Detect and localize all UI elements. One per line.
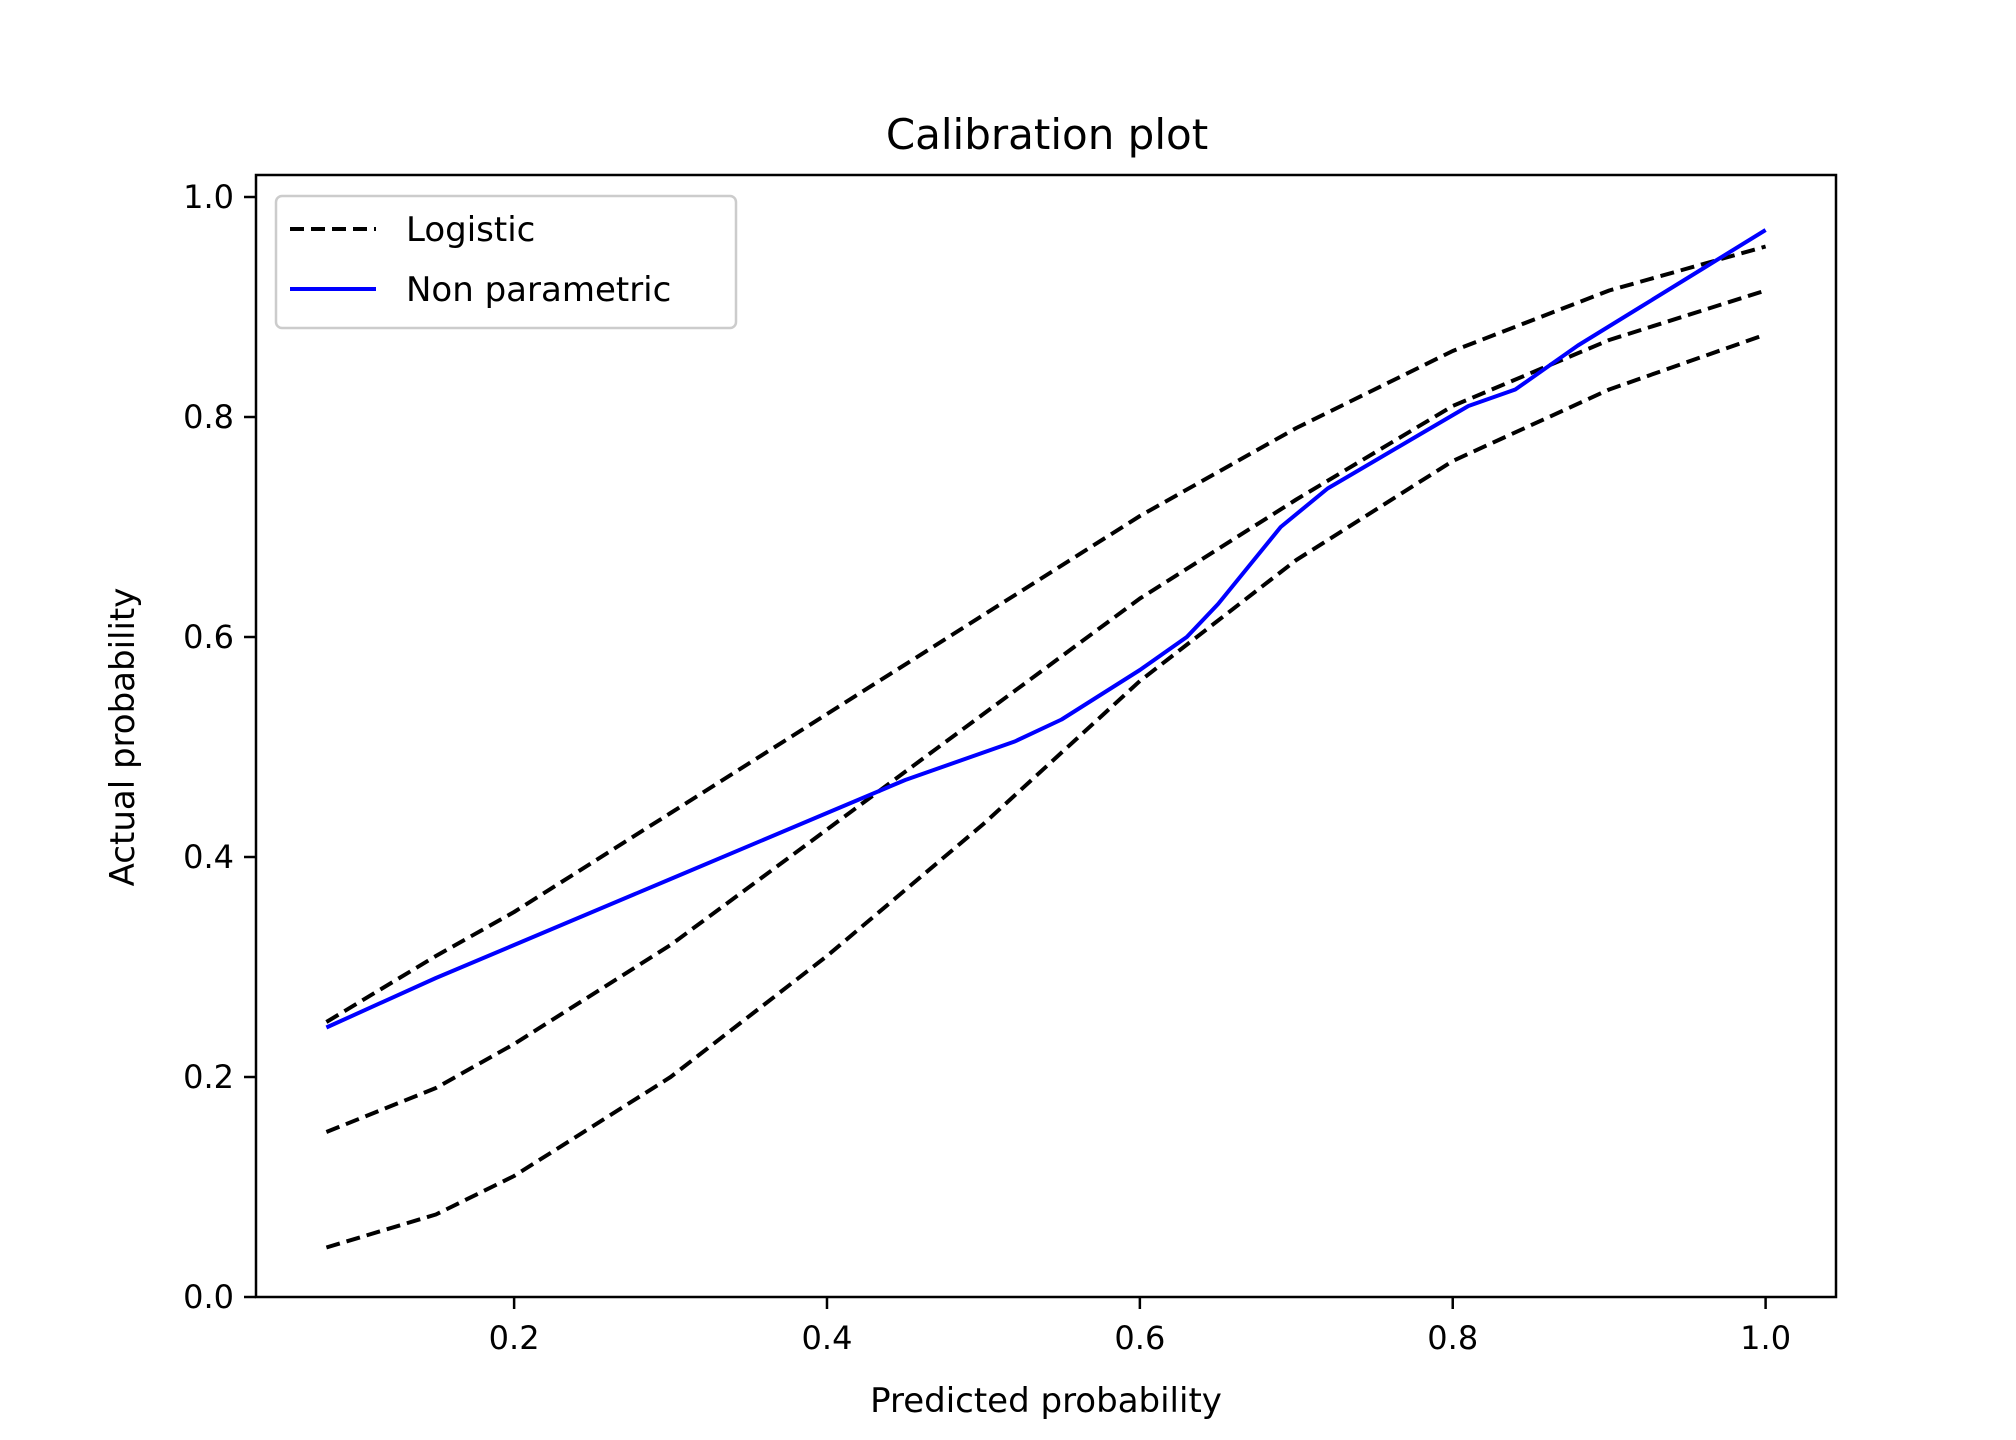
- y-tick-label: 0.0: [183, 1278, 234, 1316]
- x-tick-label: 0.6: [1114, 1319, 1165, 1357]
- legend-nonparametric-label: Non parametric: [406, 270, 671, 310]
- plot-frame: [254, 173, 1838, 1299]
- x-tick-label: 0.2: [489, 1319, 540, 1357]
- x-tick-label: 0.4: [802, 1319, 853, 1357]
- legend: Logistic Non parametric: [274, 194, 738, 330]
- y-tick-label: 0.6: [183, 618, 234, 656]
- x-tick-label: 1.0: [1740, 1319, 1791, 1357]
- y-tick-label: 0.2: [183, 1058, 234, 1096]
- x-tick-label: 0.8: [1427, 1319, 1478, 1357]
- legend-box: [274, 194, 738, 330]
- logistic-series-line-3: [325, 332, 1767, 1250]
- logistic-series-line-2: [325, 288, 1767, 1134]
- series-layer: [325, 228, 1767, 1250]
- y-tick-label: 0.8: [183, 398, 234, 436]
- y-axis: 0.0 0.2 0.4 0.6 0.8 1.0: [183, 178, 256, 1316]
- chart-title: Calibration plot: [886, 110, 1208, 159]
- x-axis-label: Predicted probability: [870, 1381, 1222, 1421]
- y-tick-label: 1.0: [183, 178, 234, 216]
- y-axis-label: Actual probability: [103, 588, 143, 887]
- logistic-series-line-1: [325, 244, 1767, 1024]
- x-axis: 0.2 0.4 0.6 0.8 1.0: [489, 1297, 1791, 1357]
- legend-logistic-label: Logistic: [406, 210, 535, 250]
- y-tick-label: 0.4: [183, 838, 234, 876]
- nonparametric-series-line: [325, 228, 1767, 1030]
